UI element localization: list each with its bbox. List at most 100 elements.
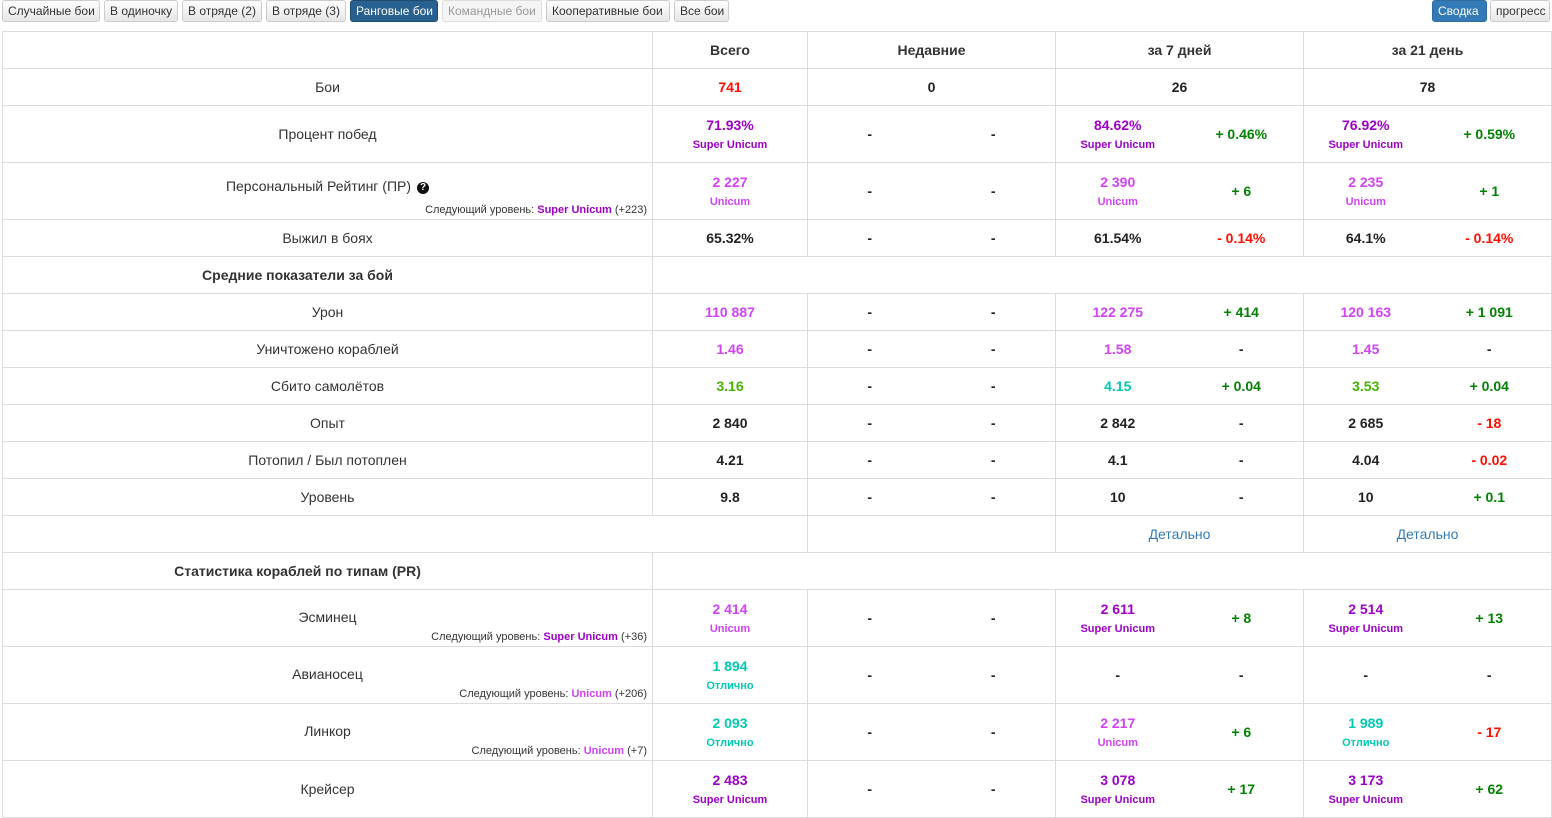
total-value: 2 840 [652, 404, 808, 442]
recent-value: - [867, 781, 873, 797]
tab-team[interactable]: Командные бои [442, 0, 542, 22]
row-label: Процент побед [2, 105, 653, 163]
row-label: Линкор [304, 723, 351, 739]
recent-delta: - [990, 126, 996, 142]
tab-solo[interactable]: В одиночку [104, 0, 178, 22]
row-label: Опыт [2, 404, 653, 442]
tab-division-3[interactable]: В отряде (3) [266, 0, 346, 22]
d21-delta: - [1486, 341, 1492, 357]
d21-value: 3.53 [1352, 378, 1380, 394]
d7-value: 10 [1109, 489, 1126, 505]
d21-rank: Super Unicum [1328, 139, 1404, 151]
row-kills: Уничтожено кораблей 1.46 -- 1.58- 1.45- [2, 330, 1552, 368]
total-rank: Отлично [706, 737, 754, 749]
d7-cell: 4.1 - [1055, 441, 1304, 479]
d21-value: 2 514 [1348, 601, 1384, 617]
d21-value: 3 173 [1348, 772, 1384, 788]
tab-all[interactable]: Все бои [674, 0, 729, 22]
d21-value: 1.45 [1352, 341, 1380, 357]
recent-delta: - [990, 415, 996, 431]
d7-cell: 2 390 Unicum + 6 [1055, 162, 1304, 220]
total-value: 2 093 [712, 715, 748, 731]
recent-cell: -- [807, 646, 1056, 704]
d7-value: - [1115, 667, 1121, 683]
d21-value: 76.92% [1342, 117, 1390, 133]
row-tier: Уровень 9.8 -- 10- 10 + 0.1 [2, 478, 1552, 516]
total-value: 71.93% [706, 117, 754, 133]
next-level-label: Следующий уровень: [471, 745, 581, 757]
question-circle-icon[interactable]: ? [417, 182, 430, 194]
d7-value: 26 [1055, 68, 1304, 106]
next-level-rank: Super Unicum [543, 631, 618, 643]
d7-delta: - [1238, 667, 1244, 683]
recent-value: - [867, 378, 873, 394]
d7-delta: - [1238, 452, 1244, 468]
tab-coop[interactable]: Кооперативные бои [546, 0, 670, 22]
details-d7-cell: Детально [1055, 515, 1304, 553]
total-value: 741 [652, 68, 808, 106]
d7-cell: 3 078 Super Unicum + 17 [1055, 760, 1304, 818]
total-cell: 2 414 Unicum [652, 589, 808, 647]
d21-rank: Super Unicum [1328, 623, 1404, 635]
d21-rank: Super Unicum [1328, 794, 1404, 806]
progress-button[interactable]: прогресс [1490, 0, 1550, 22]
total-value: 110 887 [652, 293, 808, 331]
tab-random[interactable]: Случайные бои [2, 0, 100, 22]
d7-value: 84.62% [1094, 117, 1142, 133]
d7-cell: 4.15 + 0.04 [1055, 367, 1304, 405]
row-battles: Бои 741 0 26 78 [2, 68, 1552, 106]
row-kd: Потопил / Был потоплен 4.21 -- 4.1- 4.04… [2, 441, 1552, 479]
recent-delta: - [990, 341, 996, 357]
d21-value: 78 [1303, 68, 1552, 106]
d7-value: 4.1 [1108, 452, 1128, 468]
row-survived: Выжил в боях 65.32% -- 61.54% - 0.14% 64.… [2, 219, 1552, 257]
d7-delta: - 0.14% [1217, 230, 1266, 246]
recent-value: - [867, 415, 873, 431]
d7-cell: 2 611 Super Unicum + 8 [1055, 589, 1304, 647]
recent-cell: -- [807, 367, 1056, 405]
row-label: Персональный Рейтинг (ПР) [225, 178, 412, 194]
d21-delta: - 0.14% [1465, 230, 1514, 246]
d21-rank: Unicum [1345, 196, 1386, 208]
d21-rank: Отлично [1342, 737, 1390, 749]
tab-ranked[interactable]: Ранговые бои [350, 0, 438, 22]
next-level-label: Следующий уровень: [425, 204, 535, 216]
recent-cell: -- [807, 293, 1056, 331]
next-level-label: Следующий уровень: [459, 688, 569, 700]
d7-rank: Unicum [1097, 196, 1138, 208]
tab-division-2[interactable]: В отряде (2) [182, 0, 262, 22]
next-level: Следующий уровень: Super Unicum (+223) [425, 204, 647, 216]
recent-cell: -- [807, 219, 1056, 257]
summary-button[interactable]: Сводка [1432, 0, 1487, 22]
section-empty [652, 256, 1552, 294]
d21-cell: 120 163 + 1 091 [1303, 293, 1552, 331]
recent-cell: -- [807, 162, 1056, 220]
details-link-7d[interactable]: Детально [1148, 526, 1211, 542]
d21-cell: 10 + 0.1 [1303, 478, 1552, 516]
row-label: Уничтожено кораблей [2, 330, 653, 368]
d7-value: 1.58 [1104, 341, 1132, 357]
d21-delta: + 1 091 [1465, 304, 1513, 320]
row-avg-header: Средние показатели за бой [2, 256, 1552, 294]
recent-cell: -- [807, 478, 1056, 516]
d7-value: 2 611 [1100, 601, 1135, 617]
next-level-delta: (+7) [627, 745, 647, 757]
total-cell: 1 894 Отлично [652, 646, 808, 704]
d21-cell: 1 989 Отлично - 17 [1303, 703, 1552, 761]
total-value: 2 483 [712, 772, 748, 788]
d7-cell: 2 217 Unicum + 6 [1055, 703, 1304, 761]
d21-delta: - 17 [1477, 724, 1502, 740]
d7-value: 61.54% [1094, 230, 1142, 246]
row-details: Детально Детально [2, 515, 1552, 553]
section-title: Статистика кораблей по типам (PR) [2, 552, 653, 590]
recent-value: - [867, 230, 873, 246]
d21-value: 4.04 [1352, 452, 1380, 468]
total-value: 2 227 [712, 174, 748, 190]
d7-delta: + 8 [1231, 610, 1252, 626]
recent-cell: -- [807, 404, 1056, 442]
row-label: Выжил в боях [2, 219, 653, 257]
next-level-rank: Super Unicum [537, 204, 612, 216]
details-link-21d[interactable]: Детально [1396, 526, 1459, 542]
header-row: Всего Недавние за 7 дней за 21 день [2, 31, 1552, 69]
total-value: 4.21 [652, 441, 808, 479]
